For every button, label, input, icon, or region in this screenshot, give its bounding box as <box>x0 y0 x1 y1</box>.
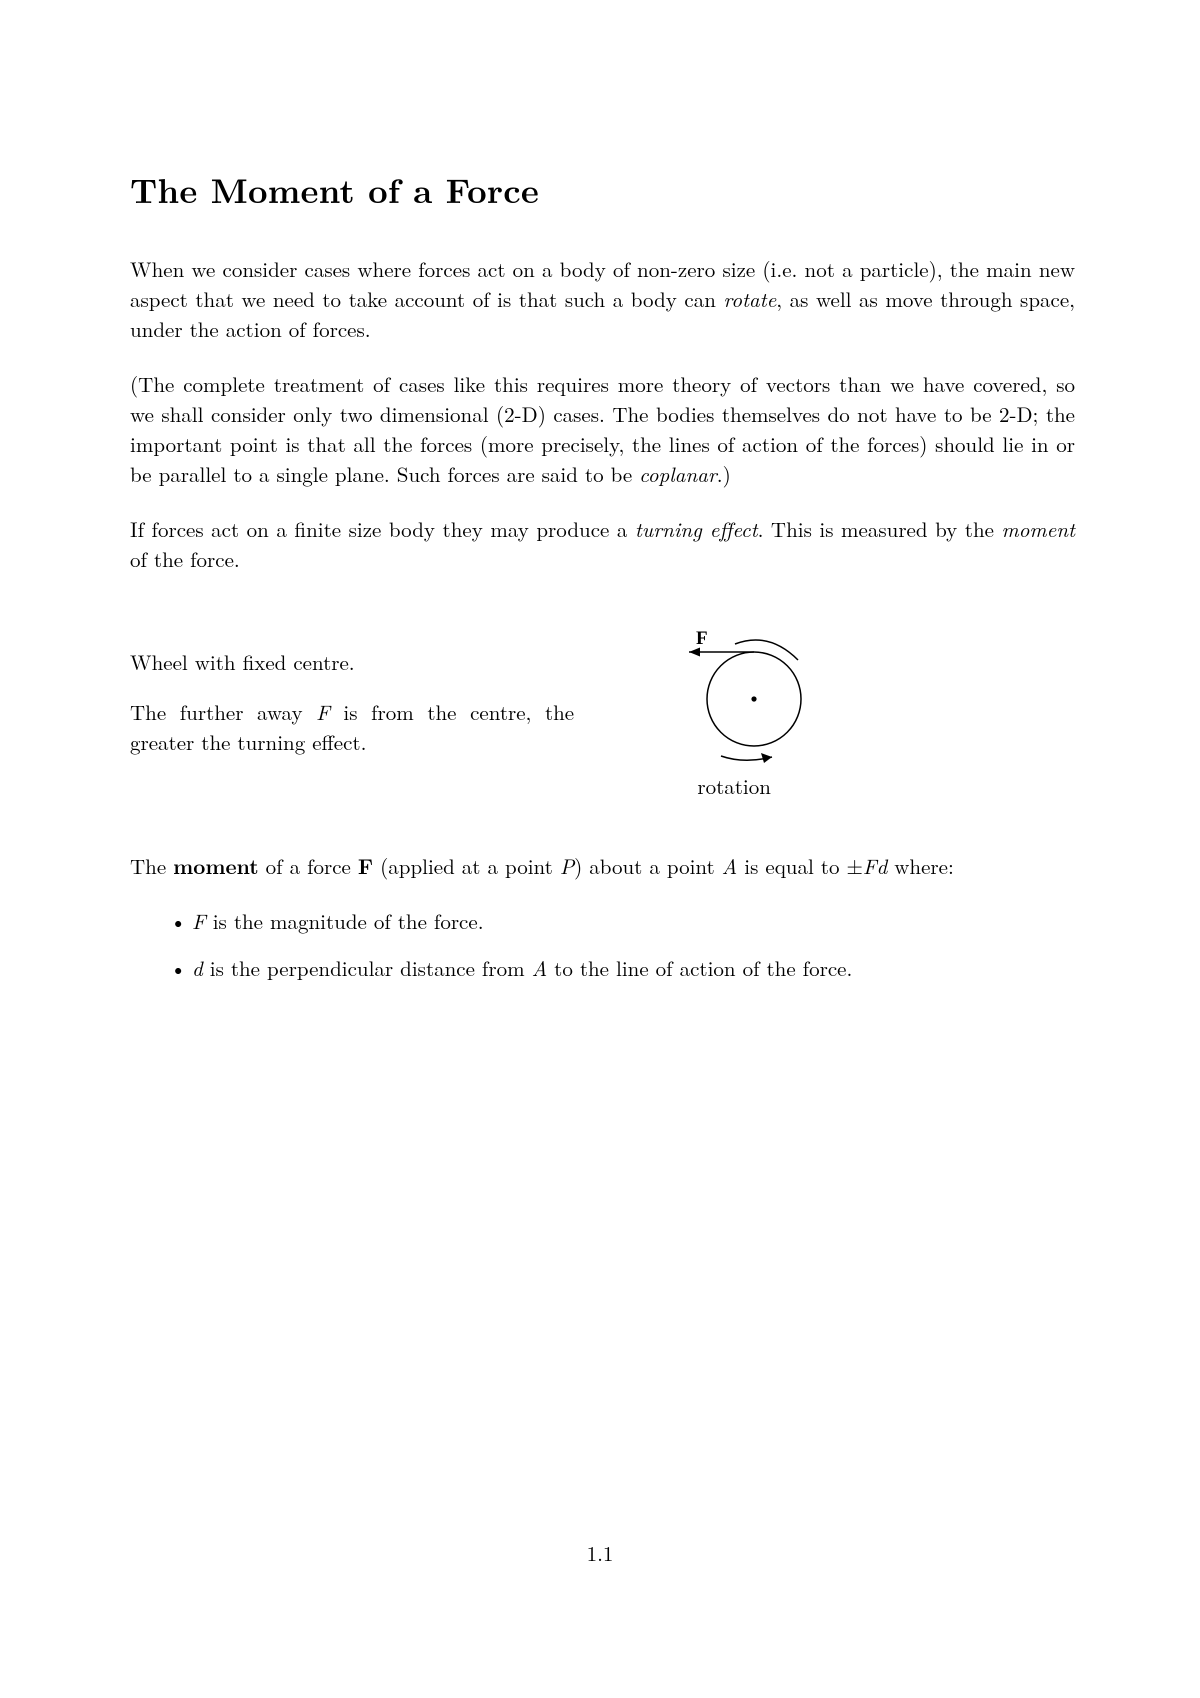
text: to the line of action of the force. <box>547 953 852 983</box>
text-italic-turning: turning effect <box>635 514 758 544</box>
wheel-diagram-column: F rotation <box>594 629 1075 801</box>
text: of the force. <box>130 544 240 574</box>
wheel-diagram: F rotation <box>634 629 834 801</box>
definition-bullets: F is the magnitude of the force. d is th… <box>170 906 1075 983</box>
text: (The complete treatment of cases like th… <box>130 369 1075 489</box>
text: If forces act on a finite size body they… <box>130 514 635 544</box>
wheel-line-2: The further away F is from the centre, t… <box>130 697 574 757</box>
text: where: <box>887 851 954 881</box>
text-italic-coplanar: coplanar <box>639 459 717 489</box>
point-P: P <box>560 851 574 881</box>
rotation-label: rotation <box>634 771 834 801</box>
text: The <box>130 851 173 881</box>
vector-F: F <box>358 851 373 881</box>
moment-definition: The moment of a force F (applied at a po… <box>130 851 1075 881</box>
force-label: F <box>696 629 708 649</box>
text: ) about a point <box>574 851 722 881</box>
wheel-example-row: Wheel with fixed centre. The further awa… <box>130 629 1075 801</box>
variable-F: F <box>316 697 330 727</box>
variable-F: F <box>192 906 206 936</box>
variable-F: F <box>863 851 877 881</box>
rotation-arrowhead-icon <box>761 753 772 763</box>
variable-d: d <box>877 851 888 881</box>
paragraph-parenthetical: (The complete treatment of cases like th… <box>130 369 1075 489</box>
wheel-line-1: Wheel with fixed centre. <box>130 647 574 677</box>
wheel-svg: F <box>634 629 834 769</box>
bullet-d: d is the perpendicular distance from A t… <box>170 953 1075 983</box>
page: The Moment of a Force When we consider c… <box>0 0 1200 1698</box>
point-A: A <box>532 953 548 983</box>
text-bold-moment: moment <box>173 851 259 881</box>
text: is equal to ± <box>737 851 863 881</box>
text-italic-rotate: rotate <box>723 284 776 314</box>
paragraph-intro: When we consider cases where forces act … <box>130 254 1075 344</box>
text-italic-moment: moment <box>1001 514 1075 544</box>
text: (applied at a point <box>373 851 560 881</box>
centre-dot-icon <box>752 697 757 702</box>
paragraph-turning-effect: If forces act on a finite size body they… <box>130 514 1075 574</box>
rotation-arc-top-icon <box>735 640 798 660</box>
text: of a force <box>259 851 358 881</box>
text: is the perpendicular distance from <box>203 953 532 983</box>
bullet-F: F is the magnitude of the force. <box>170 906 1075 936</box>
page-number: 1.1 <box>0 1538 1200 1568</box>
text: . This is measured by the <box>758 514 1002 544</box>
variable-d: d <box>192 953 203 983</box>
wheel-text-column: Wheel with fixed centre. The further awa… <box>130 629 594 777</box>
text: is the magnitude of the force. <box>206 906 484 936</box>
text: .) <box>717 459 731 489</box>
text: The further away <box>130 697 316 727</box>
page-title: The Moment of a Force <box>130 165 1075 214</box>
point-A: A <box>722 851 738 881</box>
